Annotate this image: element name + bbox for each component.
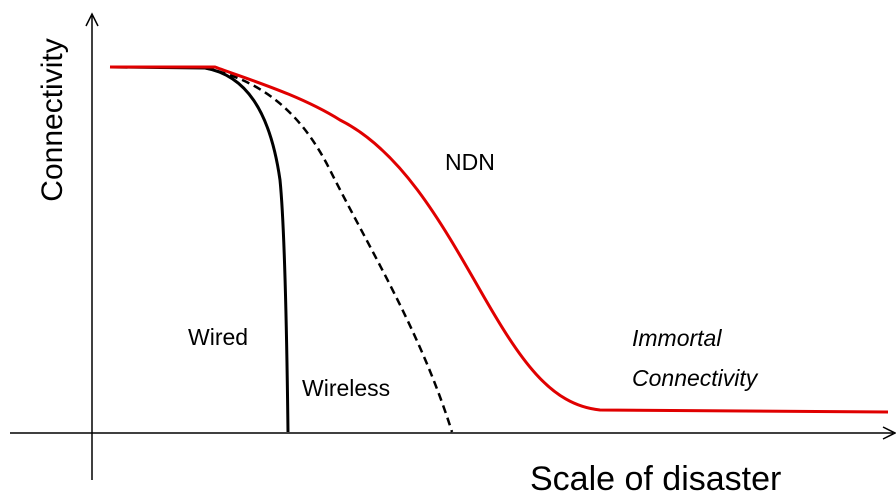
annotation: Connectivity (632, 365, 759, 391)
curve-label: NDN (445, 149, 495, 175)
wireless-curve (204, 66, 454, 433)
curve-label: Wireless (302, 375, 390, 401)
y-axis-label: Connectivity (36, 38, 69, 201)
y-axis-arrow (85, 12, 99, 27)
x-axis-label: Scale of disaster (530, 460, 781, 496)
wired-curve (109, 65, 290, 433)
ndn-curve (110, 65, 889, 414)
annotation: Immortal (632, 325, 722, 351)
x-axis-arrow (882, 426, 896, 440)
curve-label: Wired (188, 324, 248, 350)
